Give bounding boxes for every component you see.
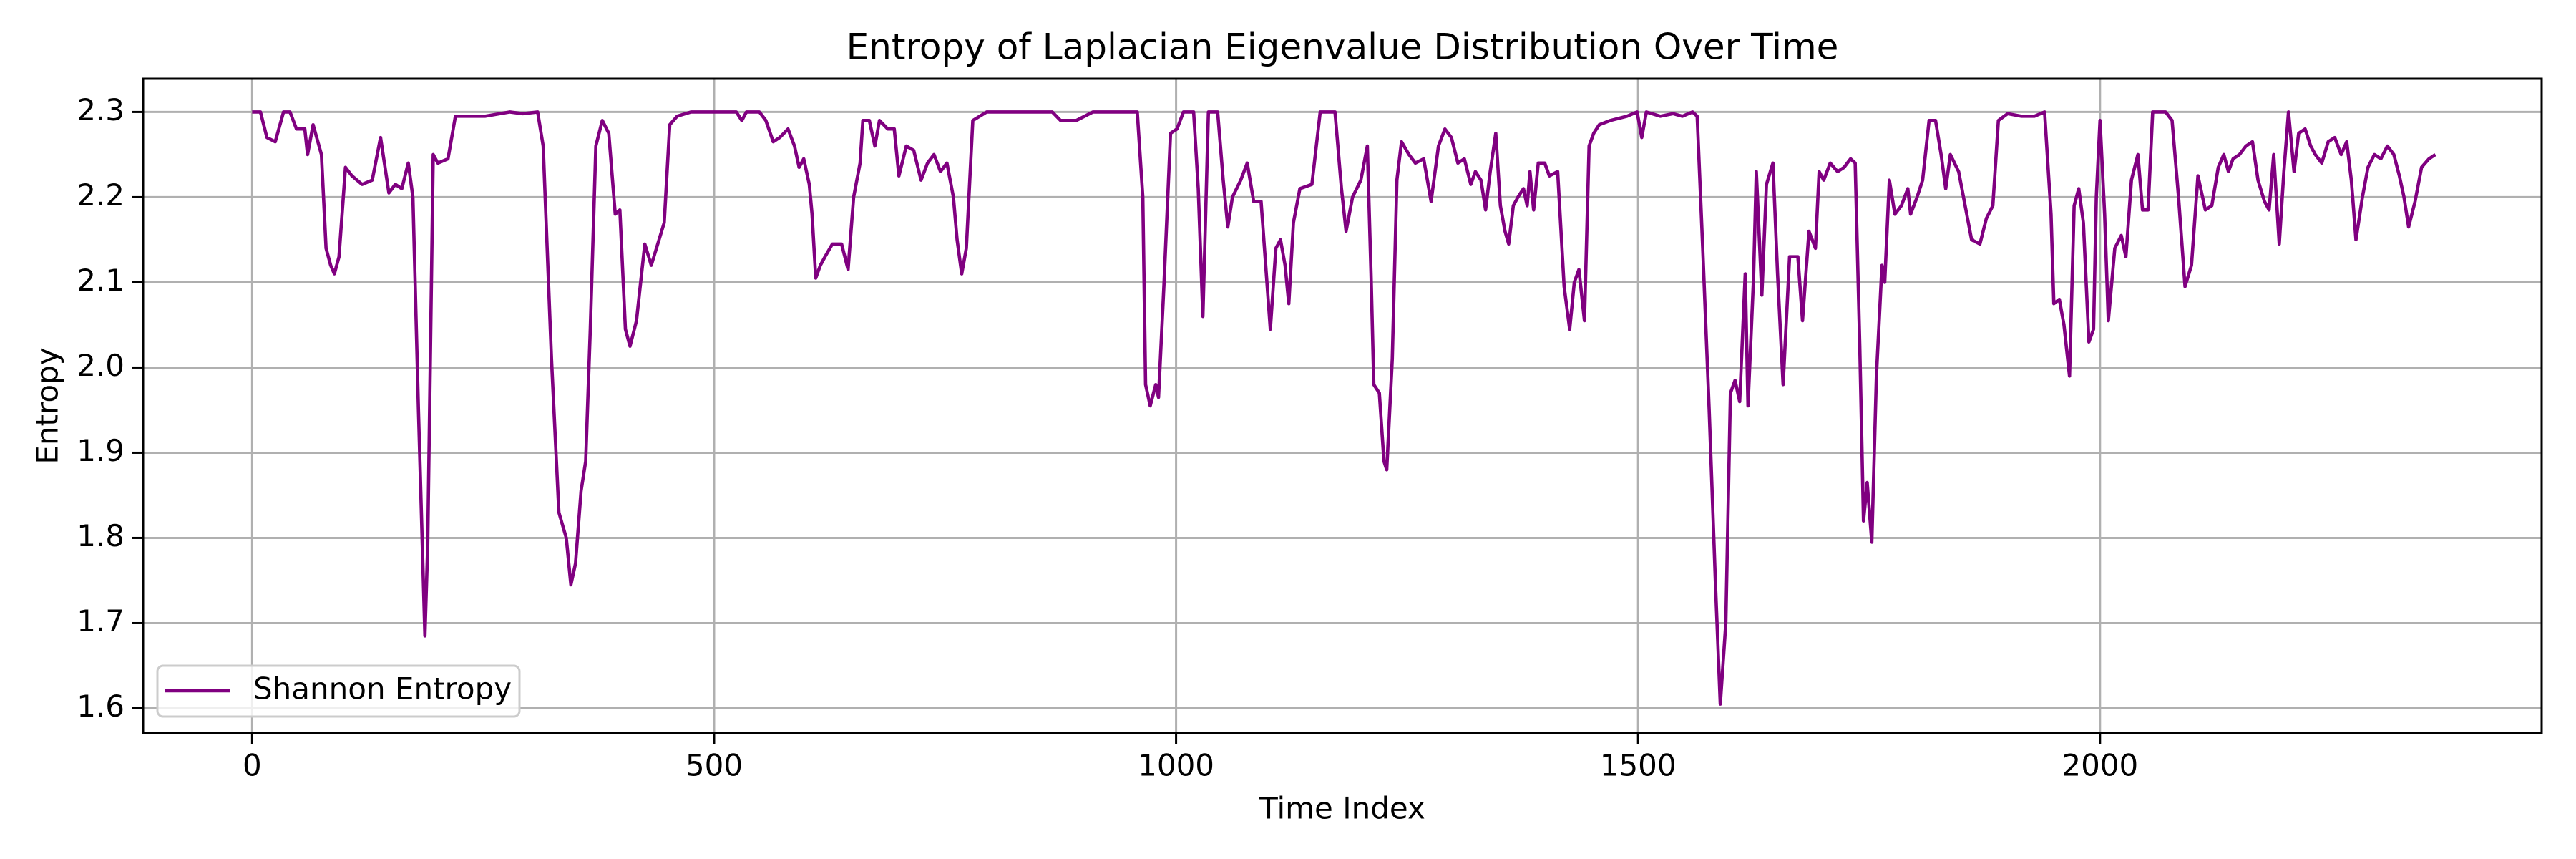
y-tick-label: 2.0 [77, 348, 125, 383]
chart-title: Entropy of Laplacian Eigenvalue Distribu… [847, 26, 1839, 68]
x-axis-label: Time Index [1259, 791, 1425, 826]
grid: 0 500 1000 1500 2000 1.6 1.7 1.8 1.9 2.0 2.1 2.2 2.3 [77, 79, 2542, 783]
y-tick-label: 2.2 [77, 178, 125, 213]
y-tick-label: 1.9 [77, 433, 125, 468]
x-tick-label: 1500 [1600, 748, 1677, 783]
y-tick-label: 1.8 [77, 518, 125, 553]
y-axis-label: Entropy [30, 347, 65, 464]
x-tick-label: 2000 [2062, 748, 2138, 783]
legend-box [156, 664, 521, 718]
x-tick-label: 1000 [1138, 748, 1214, 783]
y-tick-label: 2.3 [77, 92, 125, 127]
legend: Shannon Entropy [156, 664, 521, 718]
x-tick-label: 0 [243, 748, 262, 783]
y-tick-label: 1.6 [77, 689, 125, 724]
plot-area [252, 110, 2436, 706]
y-tick-label: 2.1 [77, 263, 125, 298]
axes-frame [142, 77, 2543, 734]
x-tick-label: 500 [686, 748, 743, 783]
legend-label: Shannon Entropy [253, 671, 512, 707]
y-tick-label: 1.7 [77, 603, 125, 639]
data-line [252, 110, 2436, 706]
